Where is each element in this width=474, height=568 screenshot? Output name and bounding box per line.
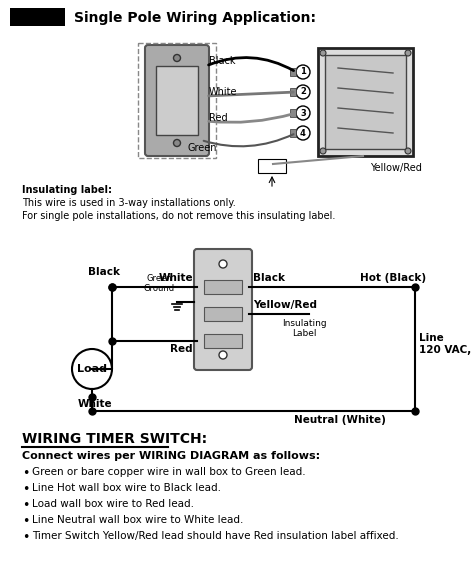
Circle shape [219, 351, 227, 359]
Bar [318, 48, 413, 156]
Circle shape [72, 349, 112, 389]
Text: Insulating
Label: Insulating Label [282, 319, 326, 339]
Text: Yellow/Red: Yellow/Red [370, 163, 422, 173]
Circle shape [296, 106, 310, 120]
Bar [156, 66, 198, 135]
Text: 1: 1 [300, 68, 306, 77]
Text: Line Neutral wall box wire to White lead.: Line Neutral wall box wire to White lead… [32, 515, 243, 525]
Text: Single Pole Wiring Application:: Single Pole Wiring Application: [74, 11, 316, 25]
Bar [204, 307, 242, 321]
Text: Line Hot wall box wire to Black lead.: Line Hot wall box wire to Black lead. [32, 483, 221, 493]
Text: Load wall box wire to Red lead.: Load wall box wire to Red lead. [32, 499, 194, 509]
Text: •: • [22, 483, 29, 496]
Text: Red: Red [209, 113, 228, 123]
Bar [290, 129, 296, 137]
Text: White: White [158, 273, 193, 283]
Circle shape [219, 260, 227, 268]
Text: Hot (Black): Hot (Black) [360, 273, 426, 283]
Text: White: White [209, 87, 237, 97]
Text: Black: Black [88, 267, 120, 277]
Bar [204, 280, 242, 294]
Text: Neutral (White): Neutral (White) [294, 415, 386, 425]
Circle shape [405, 148, 411, 154]
Text: White: White [78, 399, 112, 409]
Bar [258, 159, 286, 173]
Circle shape [320, 148, 326, 154]
Circle shape [296, 65, 310, 79]
Bar [325, 55, 406, 149]
Circle shape [296, 85, 310, 99]
Text: Red: Red [170, 344, 193, 354]
Circle shape [320, 50, 326, 56]
Text: •: • [22, 515, 29, 528]
Bar [290, 109, 296, 117]
Text: Line
120 VAC, 60Hz: Line 120 VAC, 60Hz [419, 333, 474, 355]
Circle shape [173, 140, 181, 147]
Text: Timer Switch Yellow/Red lead should have Red insulation label affixed.: Timer Switch Yellow/Red lead should have… [32, 531, 399, 541]
Text: For single pole installations, do not remove this insulating label.: For single pole installations, do not re… [22, 211, 336, 221]
Text: •: • [22, 531, 29, 544]
Bar [290, 68, 296, 76]
Circle shape [296, 126, 310, 140]
Text: •: • [22, 467, 29, 480]
Text: Load: Load [77, 364, 107, 374]
Text: Green or bare copper wire in wall box to Green lead.: Green or bare copper wire in wall box to… [32, 467, 306, 477]
Text: 3: 3 [300, 108, 306, 118]
FancyBboxPatch shape [194, 249, 252, 370]
Bar [138, 43, 216, 158]
Text: 2: 2 [300, 87, 306, 97]
Text: Insulating label:: Insulating label: [22, 185, 112, 195]
Text: Green: Green [188, 143, 218, 153]
Text: Black: Black [253, 273, 285, 283]
Text: •: • [22, 499, 29, 512]
Text: Green
Ground: Green Ground [144, 274, 174, 293]
Bar [290, 88, 296, 96]
Circle shape [405, 50, 411, 56]
Text: Connect wires per WIRING DIAGRAM as follows:: Connect wires per WIRING DIAGRAM as foll… [22, 451, 320, 461]
Text: This wire is used in 3-way installations only.: This wire is used in 3-way installations… [22, 198, 236, 208]
FancyBboxPatch shape [145, 45, 209, 156]
Text: Black: Black [209, 56, 236, 66]
Bar [204, 334, 242, 348]
Circle shape [173, 55, 181, 61]
Text: Yellow/Red: Yellow/Red [253, 300, 317, 310]
Bar [10, 8, 65, 26]
Text: WIRING TIMER SWITCH:: WIRING TIMER SWITCH: [22, 432, 207, 446]
Text: 4: 4 [300, 128, 306, 137]
